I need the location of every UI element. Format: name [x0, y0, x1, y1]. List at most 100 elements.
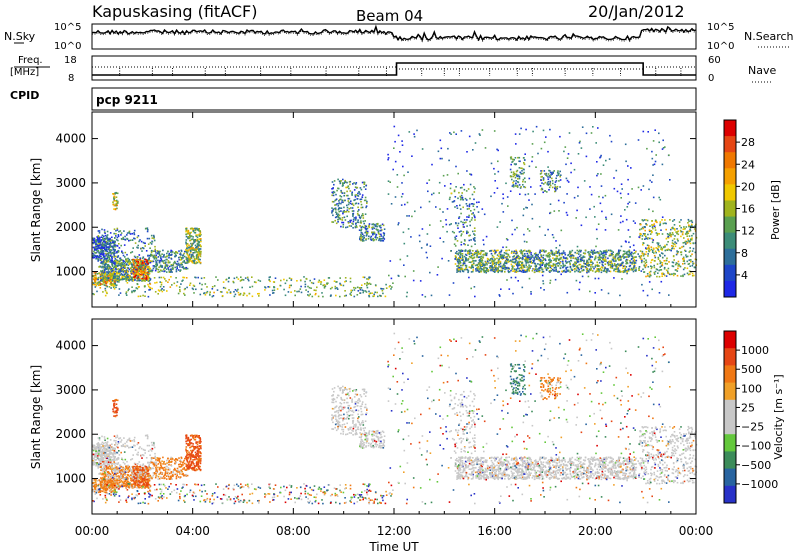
power-point — [673, 238, 676, 240]
power-point — [360, 188, 363, 191]
power-point — [113, 197, 116, 199]
power-point — [569, 262, 571, 265]
power-point — [676, 228, 678, 230]
power-point — [362, 290, 365, 292]
power-point — [137, 273, 140, 275]
power-point — [272, 281, 275, 283]
power-point — [351, 222, 353, 225]
power-point — [562, 264, 565, 266]
power-point — [579, 258, 582, 261]
power-point — [689, 250, 691, 252]
power-point — [109, 283, 111, 285]
power-point — [664, 222, 666, 224]
power-point — [304, 280, 306, 283]
power-point — [576, 249, 579, 252]
power-point — [134, 242, 137, 244]
power-point — [359, 292, 362, 294]
power-point — [642, 253, 644, 255]
power-point — [136, 287, 139, 290]
power-point — [462, 206, 464, 209]
power-point — [139, 295, 142, 297]
power-point — [171, 271, 173, 273]
noise-right-tick-bottom: 10^0 — [707, 41, 734, 52]
power-point — [356, 186, 359, 189]
power-point — [667, 241, 669, 243]
power-point — [97, 246, 100, 248]
power-point — [682, 274, 684, 277]
power-point — [545, 172, 548, 175]
power-point — [351, 191, 353, 194]
power-point — [133, 290, 136, 293]
power-point — [635, 259, 638, 262]
power-point — [364, 290, 367, 292]
power-point — [104, 232, 106, 234]
power-point — [472, 205, 475, 207]
power-point — [145, 274, 147, 277]
power-point — [664, 249, 667, 252]
power-point — [139, 275, 141, 277]
power-point — [457, 261, 460, 263]
power-point — [199, 293, 202, 296]
power-point — [355, 216, 357, 219]
power-point — [605, 249, 608, 252]
power-point — [615, 264, 618, 266]
power-point — [491, 260, 493, 262]
power-point — [497, 259, 500, 262]
power-point — [178, 264, 181, 266]
power-point — [144, 291, 146, 293]
power-point — [624, 271, 626, 273]
power-point — [185, 266, 188, 269]
power-point — [126, 234, 128, 236]
power-point — [506, 258, 508, 261]
power-point — [465, 254, 468, 256]
power-point — [540, 267, 543, 269]
power-point — [531, 254, 534, 257]
power-point — [118, 281, 120, 283]
power-point — [95, 284, 98, 287]
power-point — [655, 154, 657, 156]
power-point — [123, 265, 125, 267]
power-point — [345, 280, 347, 282]
power-point — [163, 253, 165, 256]
power-point — [119, 278, 122, 281]
power-point — [538, 259, 541, 262]
power-point — [408, 215, 410, 217]
power-point — [146, 237, 149, 240]
power-point — [677, 265, 679, 267]
power-point — [112, 246, 115, 249]
power-point — [640, 233, 642, 235]
power-point — [613, 269, 615, 272]
power-point — [92, 255, 94, 257]
power-point — [148, 277, 151, 280]
power-point — [351, 192, 353, 195]
power-point — [612, 256, 615, 258]
power-point — [586, 262, 588, 264]
power-point — [99, 242, 101, 245]
power-point — [647, 255, 649, 257]
power-point — [518, 176, 521, 178]
power-point — [185, 241, 187, 243]
power-point — [188, 258, 190, 261]
power-point — [95, 283, 97, 285]
power-point — [112, 284, 114, 287]
power-point — [112, 263, 114, 265]
power-point — [359, 288, 362, 291]
power-point — [317, 281, 320, 283]
power-point — [126, 232, 129, 234]
power-point — [147, 283, 149, 286]
power-point — [101, 254, 104, 256]
power-point — [157, 259, 159, 262]
power-point — [449, 187, 452, 190]
power-point — [549, 264, 551, 267]
power-point — [477, 253, 480, 255]
power-point — [634, 252, 636, 254]
power-point — [366, 232, 369, 234]
power-point — [137, 276, 140, 279]
power-point — [203, 292, 206, 294]
power-point — [544, 190, 546, 192]
power-point — [549, 266, 552, 268]
power-point — [560, 174, 562, 176]
power-point — [137, 268, 140, 270]
power-point — [97, 230, 100, 232]
power-point — [360, 226, 363, 229]
